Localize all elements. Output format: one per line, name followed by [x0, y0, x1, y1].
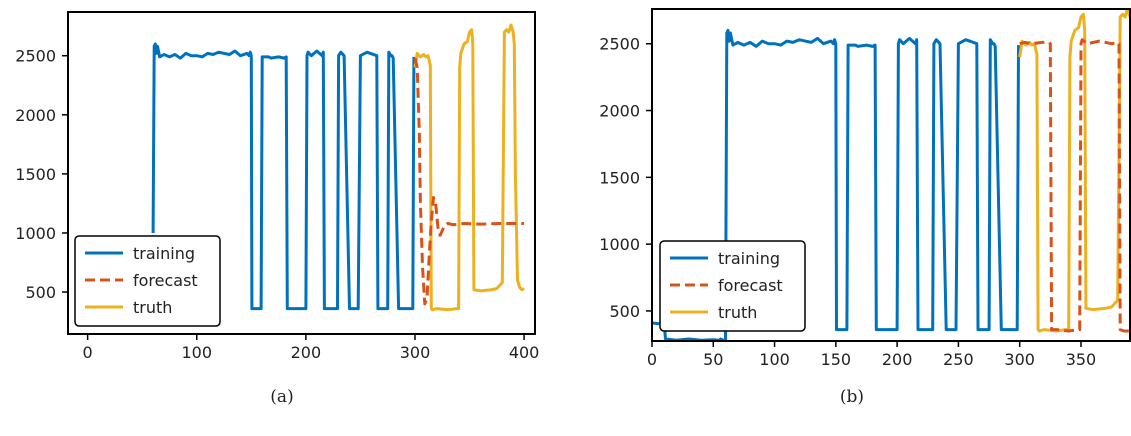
y-tick-label: 500 — [609, 302, 640, 321]
legend-box — [659, 240, 806, 332]
y-tick-label: 2000 — [15, 106, 56, 125]
series-line-truth — [1018, 9, 1130, 333]
series-line-truth — [413, 23, 525, 312]
legend-box — [74, 235, 221, 327]
axes-frame — [651, 8, 1131, 342]
legend-label-training: training — [718, 249, 780, 268]
y-tick-label: 1000 — [599, 235, 640, 254]
y-tick-label: 1000 — [15, 224, 56, 243]
panel-b: 0 50 100 150 200 250 300 350 500 1000 1500 2000 2500… — [599, 8, 1131, 407]
x-tick-label: 100 — [759, 350, 790, 369]
panel-caption: (a) — [270, 387, 293, 407]
x-tick-label: 250 — [943, 350, 974, 369]
axes-frame — [67, 11, 536, 335]
x-tick-label: 350 — [1066, 350, 1097, 369]
legend-label-forecast: forecast — [133, 271, 198, 290]
panel-caption: (b) — [840, 387, 864, 407]
panel-a: 0 100 200 300 400 500 1000 1500 2000 2500 training… — [15, 11, 540, 407]
x-tick-label: 400 — [509, 343, 540, 362]
y-tick-label: 1500 — [599, 168, 640, 187]
legend: training forecast truth — [74, 235, 221, 327]
series-line-training — [151, 42, 416, 311]
y-tick-label: 2500 — [15, 47, 56, 66]
y-tick-label: 2000 — [599, 102, 640, 121]
legend-label-forecast: forecast — [718, 276, 783, 295]
legend-label-training: training — [133, 244, 195, 263]
x-tick-label: 200 — [291, 343, 322, 362]
x-tick-label: 300 — [1004, 350, 1035, 369]
legend-label-truth: truth — [718, 303, 757, 322]
y-tick-label: 2500 — [599, 35, 640, 54]
x-tick-label: 0 — [647, 350, 657, 369]
legend: training forecast truth — [659, 240, 806, 332]
x-tick-label: 100 — [181, 343, 212, 362]
x-tick-label: 150 — [821, 350, 852, 369]
series-line-forecast — [1019, 38, 1130, 333]
series-line-training — [652, 28, 1020, 341]
x-tick-label: 0 — [83, 343, 93, 362]
x-tick-label: 300 — [400, 343, 431, 362]
y-tick-label: 1500 — [15, 165, 56, 184]
legend-label-truth: truth — [133, 298, 172, 317]
plot-area — [151, 23, 525, 312]
y-tick-label: 500 — [25, 283, 56, 302]
x-tick-label: 200 — [882, 350, 913, 369]
series-line-forecast — [413, 57, 525, 306]
plot-area — [652, 9, 1130, 341]
x-tick-label: 50 — [703, 350, 723, 369]
